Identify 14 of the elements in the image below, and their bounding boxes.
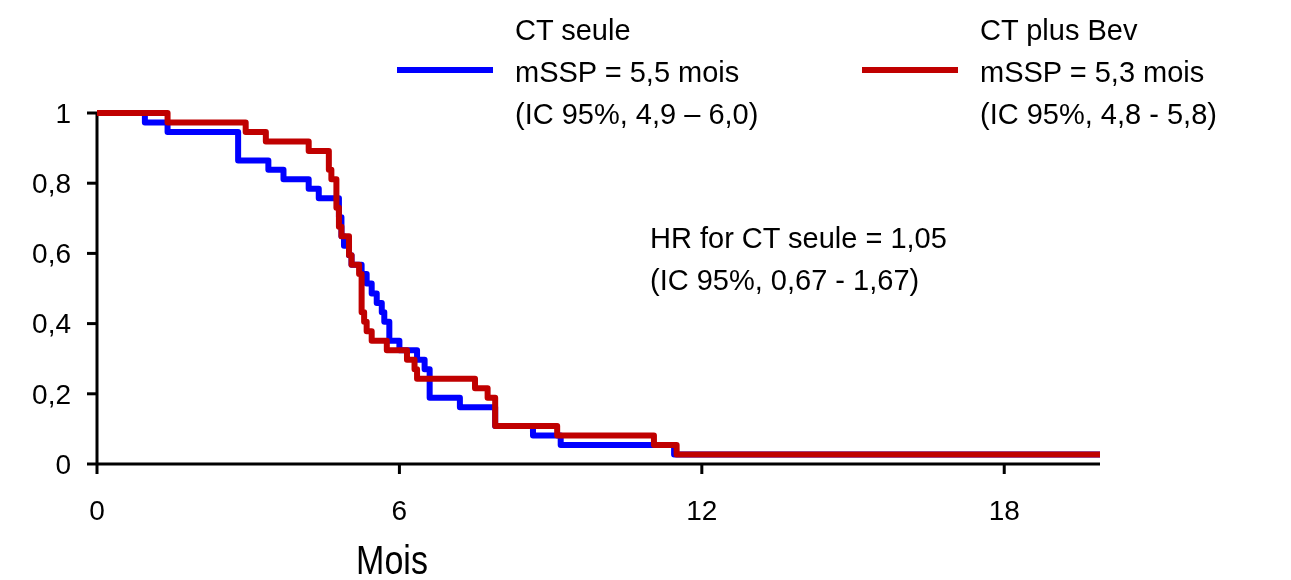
- y-tick-label: 0,4: [32, 308, 71, 340]
- y-tick-label: 0,2: [32, 378, 71, 410]
- y-tick-label: 0: [55, 448, 71, 480]
- y-tick-label: 0,6: [32, 238, 71, 270]
- annotation: HR for CT seule = 1,05 (IC 95%, 0,67 - 1,67): [650, 222, 947, 296]
- x-tick-label: 12: [686, 495, 718, 526]
- x-axis-title: Mois: [356, 537, 428, 580]
- legend-label: CT seule mSSP = 5,5 mois (IC 95%, 4,9 – 6,0): [515, 14, 759, 130]
- x-tick-label: 18: [988, 495, 1020, 526]
- x-tick-label: 0: [89, 495, 105, 526]
- y-tick-label: 1: [55, 97, 71, 129]
- x-tick-label: 6: [391, 495, 408, 526]
- y-tick-label: 0,8: [32, 168, 71, 199]
- legend-label: CT plus Bev mSSP = 5,3 mois (IC 95%, 4,8 - 5,8): [980, 14, 1217, 130]
